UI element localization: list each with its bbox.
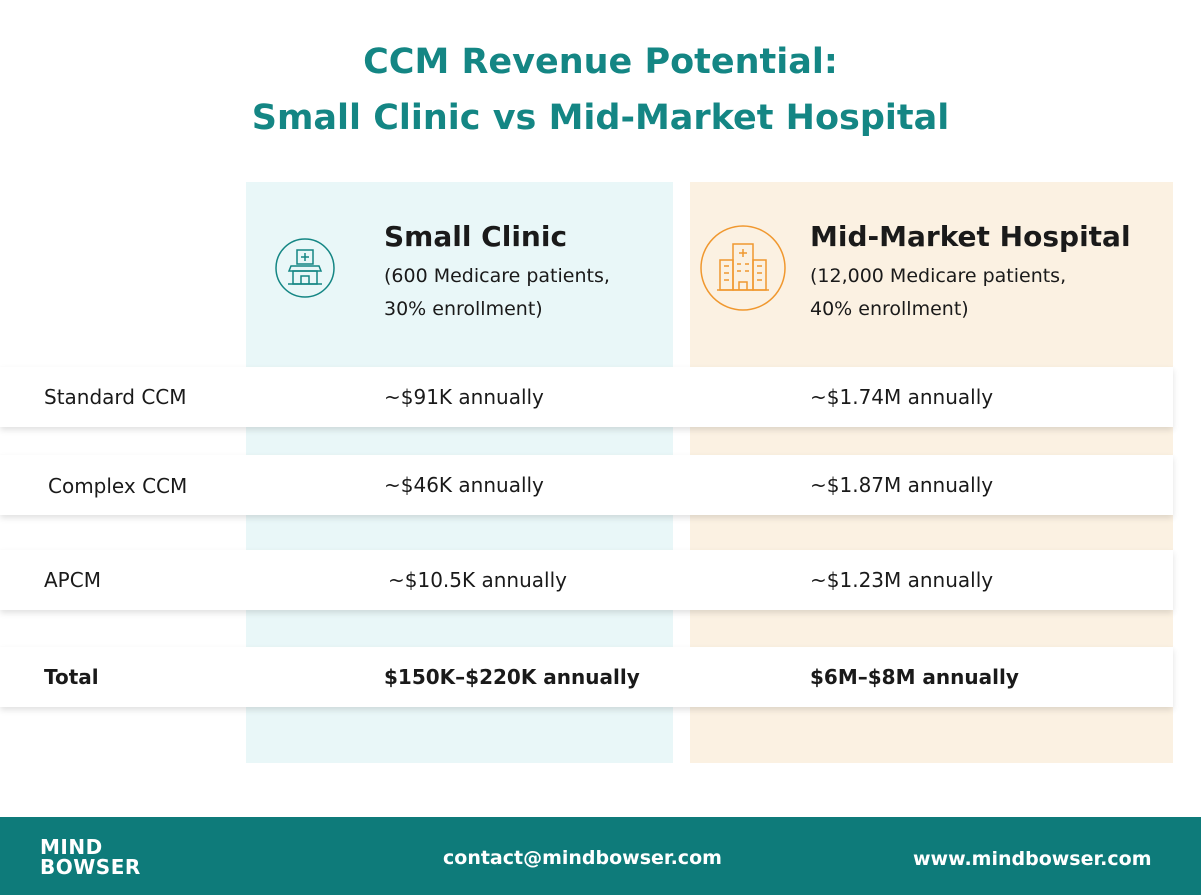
table-row: Standard CCM ~$91K annually ~$1.74M annu… [0,367,1173,427]
logo-line: MIND [40,835,103,859]
column-note: 30% enrollment) [384,298,543,320]
column-note: 40% enrollment) [810,298,969,320]
website[interactable]: www.mindbowser.com [913,848,1152,870]
cell: ~$10.5K annually [388,568,567,592]
clinic-icon [275,238,335,298]
table-row: Complex CCM ~$46K annually ~$1.87M annua… [0,455,1173,515]
hospital-icon [700,225,786,311]
cell: $150K–$220K annually [384,665,640,689]
cell: ~$1.87M annually [810,473,994,497]
email[interactable]: contact@mindbowser.com [443,847,722,869]
column-name: Small Clinic [384,220,568,253]
row-label: APCM [44,568,101,592]
table-row: APCM ~$10.5K annually ~$1.23M annually [0,550,1173,610]
cell: ~$46K annually [384,473,544,497]
column-note: (600 Medicare patients, [384,265,610,287]
cell: $6M–$8M annually [810,665,1019,689]
cell: ~$1.74M annually [810,385,994,409]
title-line: CCM Revenue Potential: [363,42,838,82]
cell: ~$91K annually [384,385,544,409]
footer: MIND BOWSER contact@mindbowser.com www.m… [0,817,1201,895]
column-note: (12,000 Medicare patients, [810,265,1067,287]
row-label: Total [44,665,99,689]
table-row: Total $150K–$220K annually $6M–$8M annua… [0,647,1173,707]
logo-line: BOWSER [40,855,141,879]
row-label: Standard CCM [44,385,187,409]
logo: MIND BOWSER [40,837,141,877]
title-line: Small Clinic vs Mid-Market Hospital [251,98,950,138]
row-label: Complex CCM [48,474,188,498]
cell: ~$1.23M annually [810,568,994,592]
column-name: Mid-Market Hospital [810,220,1131,253]
